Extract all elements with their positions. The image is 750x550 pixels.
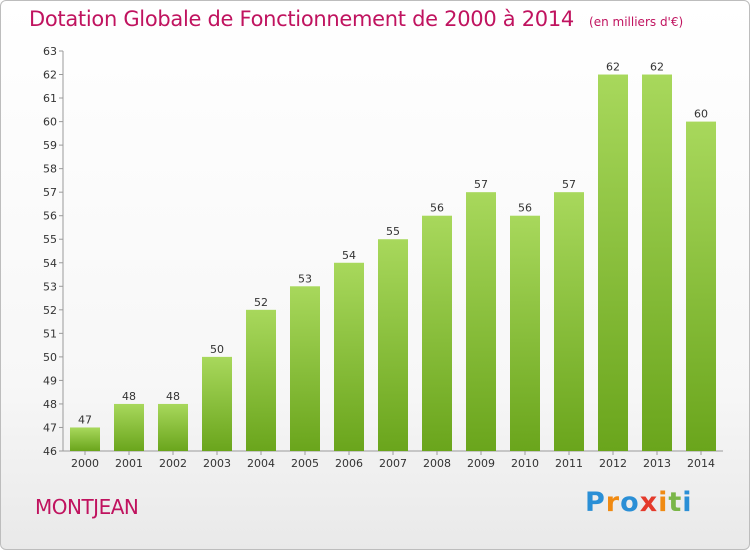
bar-value-label: 55 <box>386 225 400 238</box>
bar-value-label: 57 <box>474 178 488 191</box>
y-tick-label: 48 <box>43 398 57 411</box>
y-tick-label: 49 <box>43 374 57 387</box>
x-tick-label: 2012 <box>599 457 627 470</box>
bar-value-label: 56 <box>430 202 444 215</box>
y-tick-label: 63 <box>43 45 57 58</box>
bar-value-label: 50 <box>210 343 224 356</box>
x-tick-label: 2005 <box>291 457 319 470</box>
bar-value-label: 56 <box>518 202 532 215</box>
chart-title: Dotation Globale de Fonctionnement de 20… <box>29 7 574 31</box>
y-tick-label: 56 <box>43 210 57 223</box>
logo-letter: i <box>682 487 693 518</box>
y-tick-label: 53 <box>43 280 57 293</box>
logo-letter: P <box>585 487 606 518</box>
bar <box>290 286 320 451</box>
axes: 46 47 48 49 50 51 52 53 54 55 56 57 58 59 60 61 62 63 2000… <box>43 45 723 470</box>
x-tick-label: 2007 <box>379 457 407 470</box>
logo-letter: r <box>605 487 621 518</box>
bar <box>70 427 100 451</box>
x-tick-label: 2006 <box>335 457 363 470</box>
x-tick-label: 2008 <box>423 457 451 470</box>
y-tick-label: 55 <box>43 233 57 246</box>
y-tick-label: 46 <box>43 445 57 458</box>
bar <box>246 309 276 451</box>
bar <box>114 403 144 451</box>
bar <box>686 121 716 452</box>
logo-letter: i <box>658 487 669 518</box>
x-tick-label: 2013 <box>643 457 671 470</box>
x-tick-label: 2000 <box>71 457 99 470</box>
bar-value-label: 48 <box>166 390 180 403</box>
y-tick-label: 58 <box>43 163 57 176</box>
y-tick-label: 52 <box>43 304 57 317</box>
bar-value-label: 60 <box>694 108 708 121</box>
x-tick-label: 2001 <box>115 457 143 470</box>
bar-value-label: 53 <box>298 272 312 285</box>
x-tick-label: 2004 <box>247 457 275 470</box>
x-tick-label: 2011 <box>555 457 583 470</box>
x-tick-label: 2002 <box>159 457 187 470</box>
y-tick-label: 59 <box>43 139 57 152</box>
bar <box>598 74 628 451</box>
title-row: Dotation Globale de Fonctionnement de 20… <box>29 7 683 31</box>
proxiti-logo: Proxiti <box>585 487 693 518</box>
y-tick-label: 61 <box>43 92 57 105</box>
x-tick-label: 2014 <box>687 457 715 470</box>
bar <box>510 215 540 451</box>
bar-value-label: 52 <box>254 296 268 309</box>
bar-value-label: 47 <box>78 413 92 426</box>
bar <box>422 215 452 451</box>
logo-letter: t <box>668 487 683 518</box>
bar <box>334 262 364 451</box>
y-tick-label: 57 <box>43 186 57 199</box>
x-tick-label: 2009 <box>467 457 495 470</box>
bar <box>554 192 584 452</box>
logo-letter: o <box>620 487 640 518</box>
bar <box>378 239 408 451</box>
bar <box>466 192 496 452</box>
y-tick-label: 60 <box>43 116 57 129</box>
bar <box>158 403 188 451</box>
bar-value-label: 48 <box>122 390 136 403</box>
x-tick-label: 2003 <box>203 457 231 470</box>
bars: 47 48 48 50 52 53 54 55 56 57 56 57 62 62 60 <box>70 61 716 452</box>
x-tick-label: 2010 <box>511 457 539 470</box>
y-tick-label: 50 <box>43 351 57 364</box>
y-tick-label: 54 <box>43 257 57 270</box>
bar-value-label: 54 <box>342 249 356 262</box>
bar <box>642 74 672 451</box>
y-tick-label: 62 <box>43 69 57 82</box>
y-tick-label: 47 <box>43 421 57 434</box>
logo-letter: x <box>639 487 659 518</box>
bar <box>202 356 232 451</box>
y-tick-label: 51 <box>43 327 57 340</box>
bar-value-label: 57 <box>562 178 576 191</box>
bar-value-label: 62 <box>650 61 664 74</box>
chart-subtitle: (en milliers d'€) <box>589 15 684 29</box>
commune-name: MONTJEAN <box>35 495 139 519</box>
bar-value-label: 62 <box>606 61 620 74</box>
